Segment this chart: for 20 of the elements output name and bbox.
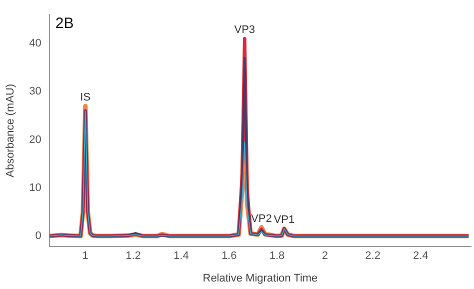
annotation: VP3 <box>234 24 256 36</box>
y-tick-label: 40 <box>29 38 42 50</box>
x-tick-label: 1.4 <box>174 250 189 262</box>
x-axis-title: Relative Migration Time <box>202 272 318 284</box>
y-axis-title: Absorbance (mAU) <box>4 84 17 178</box>
x-tick-label: 1.2 <box>126 250 141 262</box>
x-tick-label: 2 <box>322 250 328 262</box>
x-tick-label: 1.6 <box>221 250 237 262</box>
y-tick-label: 20 <box>29 134 42 146</box>
annotation: 2B <box>55 15 74 32</box>
x-tick-label: 2.2 <box>365 250 380 262</box>
y-tick-label: 30 <box>29 86 42 98</box>
x-tick-label: 1.8 <box>269 250 285 262</box>
x-tick-label: 1 <box>82 250 88 262</box>
annotation: VP2 <box>251 212 272 225</box>
x-tick-label: 2.4 <box>413 250 428 262</box>
annotation: IS <box>80 92 91 104</box>
annotation: VP1 <box>274 214 295 226</box>
y-tick-label: 10 <box>29 182 42 194</box>
y-tick-label: 0 <box>35 230 42 242</box>
